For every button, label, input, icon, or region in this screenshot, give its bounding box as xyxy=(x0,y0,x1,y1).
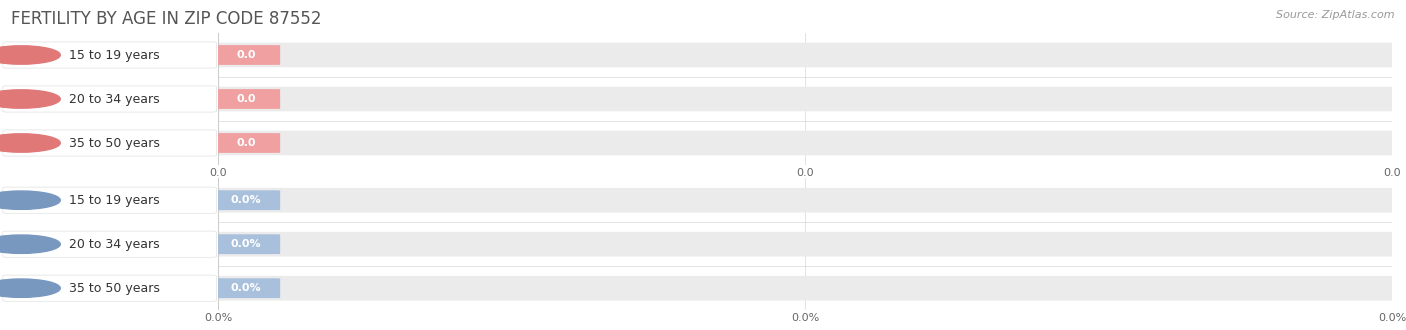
Text: FERTILITY BY AGE IN ZIP CODE 87552: FERTILITY BY AGE IN ZIP CODE 87552 xyxy=(11,10,322,28)
Text: 0.0: 0.0 xyxy=(236,50,256,60)
FancyBboxPatch shape xyxy=(212,190,280,210)
Text: 15 to 19 years: 15 to 19 years xyxy=(69,49,159,61)
FancyBboxPatch shape xyxy=(212,45,280,65)
Text: 20 to 34 years: 20 to 34 years xyxy=(69,238,159,251)
Text: Source: ZipAtlas.com: Source: ZipAtlas.com xyxy=(1277,10,1395,20)
FancyBboxPatch shape xyxy=(212,234,280,254)
Text: 0.0%: 0.0% xyxy=(231,195,262,205)
FancyBboxPatch shape xyxy=(212,276,1398,301)
Text: 15 to 19 years: 15 to 19 years xyxy=(69,194,159,207)
Text: 20 to 34 years: 20 to 34 years xyxy=(69,92,159,106)
FancyBboxPatch shape xyxy=(212,133,280,153)
Text: 0.0: 0.0 xyxy=(236,94,256,104)
FancyBboxPatch shape xyxy=(212,43,1398,67)
FancyBboxPatch shape xyxy=(212,89,280,109)
Text: 35 to 50 years: 35 to 50 years xyxy=(69,137,160,149)
FancyBboxPatch shape xyxy=(212,188,1398,213)
FancyBboxPatch shape xyxy=(212,87,1398,111)
Text: 35 to 50 years: 35 to 50 years xyxy=(69,282,160,295)
Text: 0.0: 0.0 xyxy=(236,138,256,148)
FancyBboxPatch shape xyxy=(212,232,1398,256)
Text: 0.0%: 0.0% xyxy=(231,239,262,249)
Text: 0.0%: 0.0% xyxy=(231,283,262,293)
FancyBboxPatch shape xyxy=(212,278,280,298)
FancyBboxPatch shape xyxy=(212,131,1398,155)
